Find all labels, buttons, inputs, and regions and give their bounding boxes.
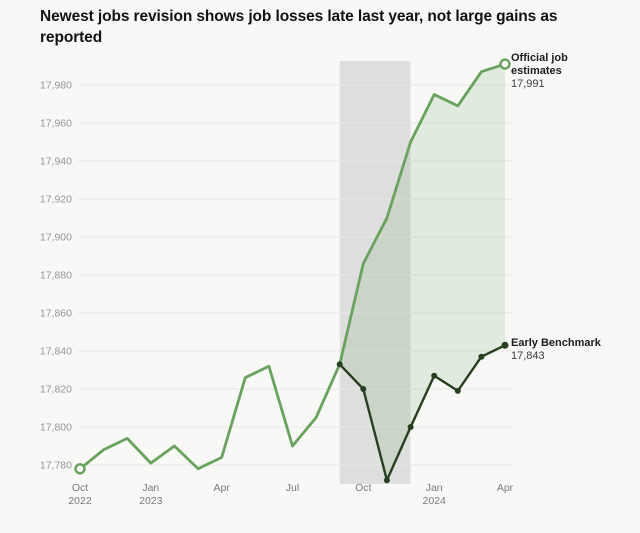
benchmark-point-marker: [383, 477, 390, 484]
benchmark-point-marker: [454, 387, 461, 394]
x-tick-label: Jul: [286, 482, 299, 494]
benchmark-point-marker: [478, 353, 485, 360]
revision-period-band: [339, 61, 411, 484]
x-tick-label: Apr: [214, 482, 231, 494]
page-title: Newest jobs revision shows job losses la…: [40, 8, 558, 46]
y-tick-label: 17,860: [40, 308, 72, 320]
benchmark-series-line: [338, 344, 507, 482]
x-tick-label: Apr: [497, 482, 514, 494]
benchmark-series-annotation: Early Benchmark 17,843: [511, 337, 631, 363]
y-tick-label: 17,960: [40, 118, 72, 130]
benchmark-end-marker: [501, 341, 509, 349]
y-tick-label: 17,940: [40, 156, 72, 168]
y-tick-label: 17,800: [40, 422, 72, 434]
official-series-label: Official job estimates: [511, 52, 568, 77]
revision-gap-fill: [339, 64, 505, 481]
x-tick-label: Oct: [355, 482, 371, 494]
x-tick-label: 2022: [68, 495, 92, 507]
benchmark-point-marker: [360, 386, 367, 392]
benchmark-point-marker: [336, 361, 343, 368]
official-end-marker: [499, 58, 511, 70]
x-tick-label: Jan: [426, 482, 443, 494]
official-series-annotation: Official job estimates 17,991: [511, 52, 579, 91]
x-tick-label: 2024: [423, 495, 447, 507]
x-tick-label: Oct: [72, 482, 88, 494]
y-tick-label: 17,880: [40, 270, 72, 282]
x-tick-label: 2023: [139, 495, 163, 507]
y-tick-label: 17,840: [40, 346, 72, 358]
y-tick-label: 17,780: [40, 460, 72, 472]
x-tick-label: Jan: [142, 482, 159, 494]
official-series-line: [78, 62, 507, 471]
y-tick-label: 17,920: [40, 194, 72, 206]
benchmark-point-marker: [431, 372, 438, 379]
y-tick-label: 17,820: [40, 384, 72, 396]
y-tick-label: 17,900: [40, 232, 72, 244]
benchmark-series-value: 17,843: [511, 350, 545, 362]
official-series-value: 17,991: [511, 78, 545, 90]
y-tick-label: 17,980: [40, 80, 72, 92]
official-start-marker: [74, 463, 86, 475]
benchmark-point-marker: [407, 424, 414, 430]
benchmark-series-label: Early Benchmark: [511, 337, 601, 349]
